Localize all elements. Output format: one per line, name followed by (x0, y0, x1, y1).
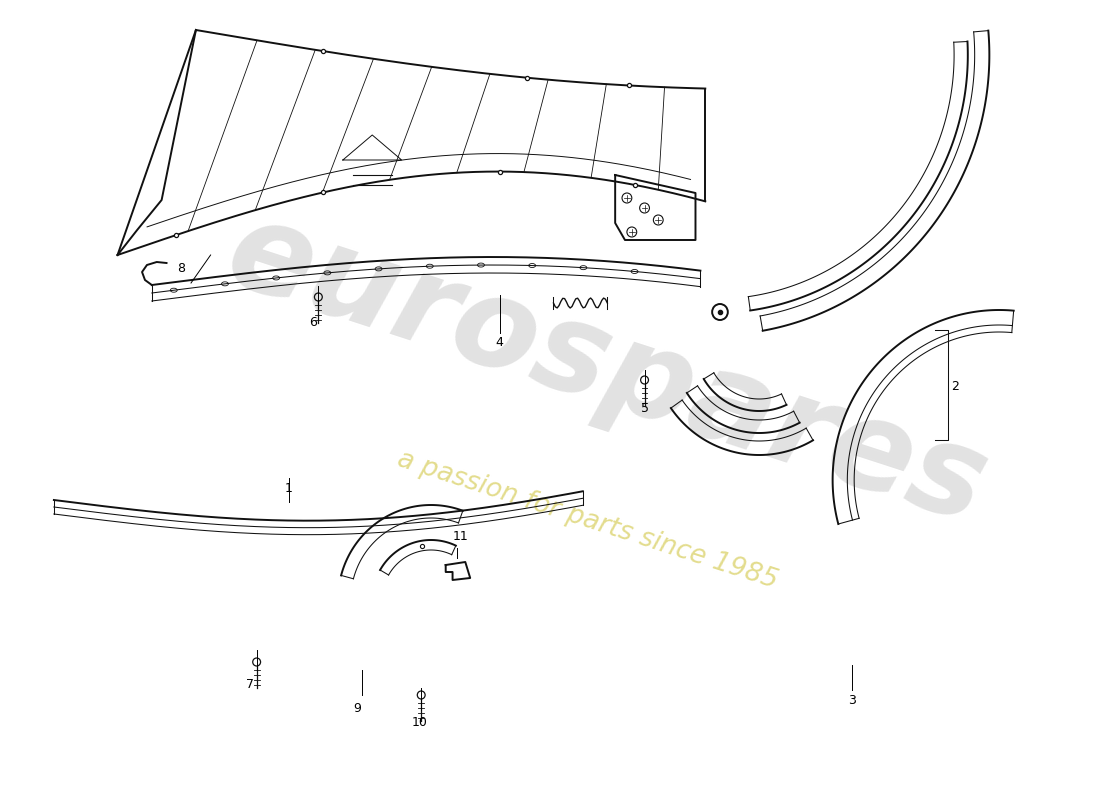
Text: a passion for parts since 1985: a passion for parts since 1985 (394, 446, 781, 594)
Text: 4: 4 (496, 337, 504, 350)
Text: 9: 9 (353, 702, 362, 714)
Text: 3: 3 (848, 694, 856, 706)
Text: 5: 5 (640, 402, 649, 414)
Text: 11: 11 (452, 530, 469, 542)
Text: 7: 7 (245, 678, 254, 690)
Text: 10: 10 (411, 717, 427, 730)
Text: 8: 8 (177, 262, 185, 274)
Text: eurospares: eurospares (212, 190, 1002, 550)
Text: 1: 1 (285, 482, 293, 494)
Text: 2: 2 (952, 381, 959, 394)
Text: 6: 6 (309, 315, 318, 329)
